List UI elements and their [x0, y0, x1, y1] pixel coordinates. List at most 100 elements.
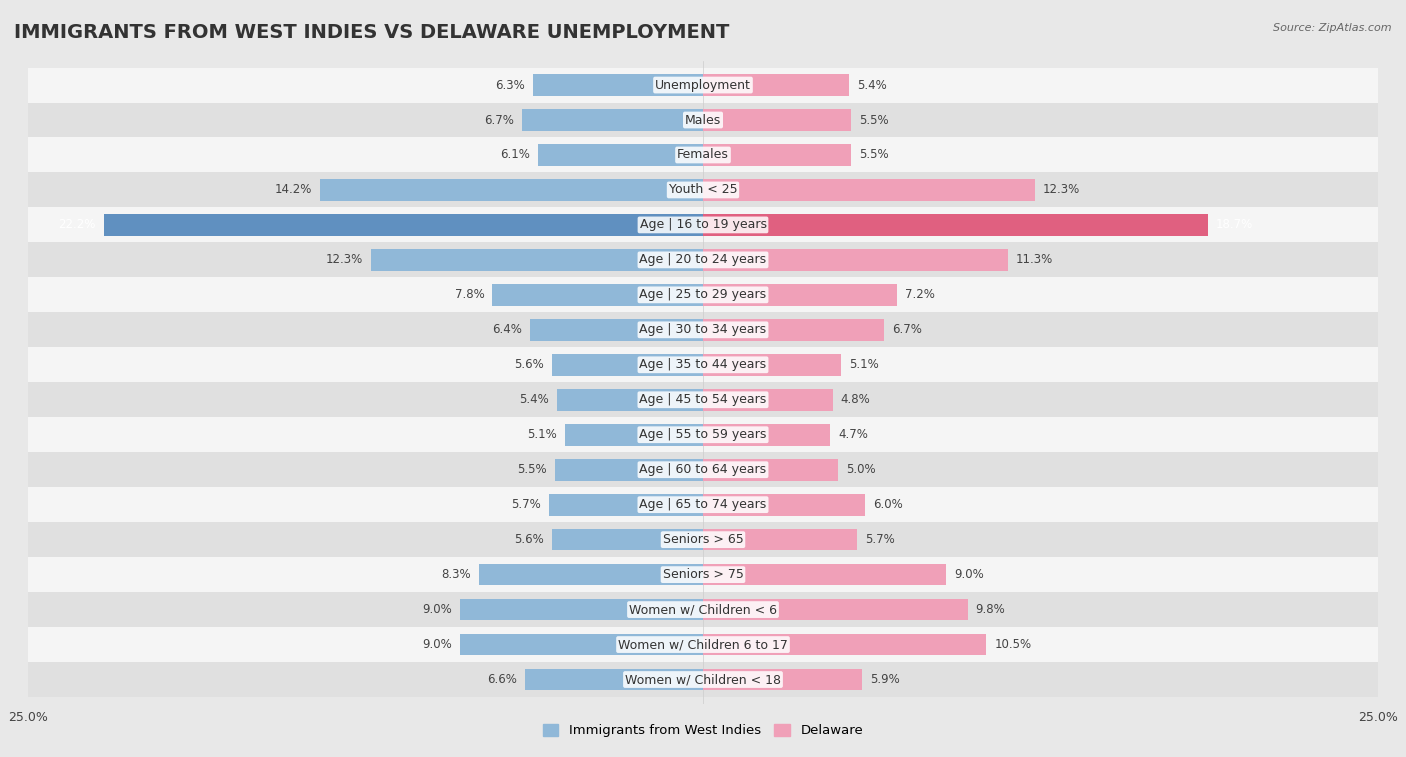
- Text: Age | 35 to 44 years: Age | 35 to 44 years: [640, 358, 766, 371]
- Bar: [703, 144, 852, 166]
- Bar: [28, 382, 1378, 417]
- Text: Age | 25 to 29 years: Age | 25 to 29 years: [640, 288, 766, 301]
- Text: Source: ZipAtlas.com: Source: ZipAtlas.com: [1274, 23, 1392, 33]
- Text: 10.5%: 10.5%: [994, 638, 1032, 651]
- Bar: [703, 249, 1008, 271]
- Text: 5.1%: 5.1%: [849, 358, 879, 371]
- Bar: [28, 173, 1378, 207]
- Text: 9.0%: 9.0%: [422, 638, 451, 651]
- Text: Age | 55 to 59 years: Age | 55 to 59 years: [640, 428, 766, 441]
- Text: 9.8%: 9.8%: [976, 603, 1005, 616]
- Bar: [703, 74, 849, 96]
- Bar: [28, 557, 1378, 592]
- Bar: [28, 138, 1378, 173]
- Text: 5.7%: 5.7%: [512, 498, 541, 511]
- Text: Seniors > 75: Seniors > 75: [662, 568, 744, 581]
- Bar: [551, 354, 703, 375]
- Bar: [460, 634, 703, 656]
- Text: 4.8%: 4.8%: [841, 394, 870, 407]
- Bar: [28, 592, 1378, 627]
- Text: 12.3%: 12.3%: [1043, 183, 1080, 197]
- Text: 11.3%: 11.3%: [1017, 254, 1053, 266]
- Bar: [703, 354, 841, 375]
- Bar: [703, 599, 967, 621]
- Text: 7.2%: 7.2%: [905, 288, 935, 301]
- Text: 6.3%: 6.3%: [495, 79, 524, 92]
- Bar: [530, 319, 703, 341]
- Bar: [371, 249, 703, 271]
- Bar: [28, 67, 1378, 102]
- Bar: [703, 634, 987, 656]
- Text: 22.2%: 22.2%: [58, 219, 96, 232]
- Text: 5.1%: 5.1%: [527, 428, 557, 441]
- Bar: [703, 668, 862, 690]
- Bar: [28, 522, 1378, 557]
- Text: Youth < 25: Youth < 25: [669, 183, 737, 197]
- Text: 6.7%: 6.7%: [484, 114, 515, 126]
- Bar: [554, 459, 703, 481]
- Text: 6.7%: 6.7%: [891, 323, 922, 336]
- Text: 9.0%: 9.0%: [955, 568, 984, 581]
- Text: 5.0%: 5.0%: [846, 463, 876, 476]
- Text: 18.7%: 18.7%: [1216, 219, 1253, 232]
- Bar: [703, 179, 1035, 201]
- Bar: [565, 424, 703, 446]
- Bar: [28, 452, 1378, 488]
- Text: 9.0%: 9.0%: [422, 603, 451, 616]
- Text: 7.8%: 7.8%: [454, 288, 484, 301]
- Text: IMMIGRANTS FROM WEST INDIES VS DELAWARE UNEMPLOYMENT: IMMIGRANTS FROM WEST INDIES VS DELAWARE …: [14, 23, 730, 42]
- Bar: [703, 109, 852, 131]
- Text: 5.7%: 5.7%: [865, 533, 894, 546]
- Bar: [28, 277, 1378, 313]
- Bar: [104, 214, 703, 235]
- Bar: [703, 319, 884, 341]
- Bar: [703, 214, 1208, 235]
- Bar: [703, 529, 856, 550]
- Bar: [703, 424, 830, 446]
- Bar: [703, 564, 946, 585]
- Text: Males: Males: [685, 114, 721, 126]
- Bar: [524, 668, 703, 690]
- Text: 5.6%: 5.6%: [515, 533, 544, 546]
- Text: 4.7%: 4.7%: [838, 428, 868, 441]
- Bar: [479, 564, 703, 585]
- Text: 14.2%: 14.2%: [274, 183, 312, 197]
- Text: Seniors > 65: Seniors > 65: [662, 533, 744, 546]
- Text: 5.6%: 5.6%: [515, 358, 544, 371]
- Text: 12.3%: 12.3%: [326, 254, 363, 266]
- Text: 6.4%: 6.4%: [492, 323, 522, 336]
- Text: 6.0%: 6.0%: [873, 498, 903, 511]
- Bar: [460, 599, 703, 621]
- Text: Women w/ Children 6 to 17: Women w/ Children 6 to 17: [619, 638, 787, 651]
- Bar: [522, 109, 703, 131]
- Bar: [492, 284, 703, 306]
- Bar: [550, 494, 703, 516]
- Bar: [703, 459, 838, 481]
- Text: Women w/ Children < 18: Women w/ Children < 18: [626, 673, 780, 686]
- Text: 5.4%: 5.4%: [856, 79, 887, 92]
- Bar: [28, 627, 1378, 662]
- Text: Age | 60 to 64 years: Age | 60 to 64 years: [640, 463, 766, 476]
- Text: Women w/ Children < 6: Women w/ Children < 6: [628, 603, 778, 616]
- Bar: [28, 347, 1378, 382]
- Text: 8.3%: 8.3%: [441, 568, 471, 581]
- Bar: [28, 207, 1378, 242]
- Text: Age | 45 to 54 years: Age | 45 to 54 years: [640, 394, 766, 407]
- Text: Age | 65 to 74 years: Age | 65 to 74 years: [640, 498, 766, 511]
- Bar: [28, 417, 1378, 452]
- Bar: [533, 74, 703, 96]
- Bar: [28, 488, 1378, 522]
- Bar: [557, 389, 703, 410]
- Bar: [703, 284, 897, 306]
- Legend: Immigrants from West Indies, Delaware: Immigrants from West Indies, Delaware: [537, 718, 869, 743]
- Text: 5.5%: 5.5%: [517, 463, 547, 476]
- Text: 6.1%: 6.1%: [501, 148, 530, 161]
- Text: 5.5%: 5.5%: [859, 148, 889, 161]
- Text: Age | 16 to 19 years: Age | 16 to 19 years: [640, 219, 766, 232]
- Bar: [28, 102, 1378, 138]
- Bar: [551, 529, 703, 550]
- Text: 5.5%: 5.5%: [859, 114, 889, 126]
- Text: Unemployment: Unemployment: [655, 79, 751, 92]
- Bar: [28, 313, 1378, 347]
- Text: Age | 30 to 34 years: Age | 30 to 34 years: [640, 323, 766, 336]
